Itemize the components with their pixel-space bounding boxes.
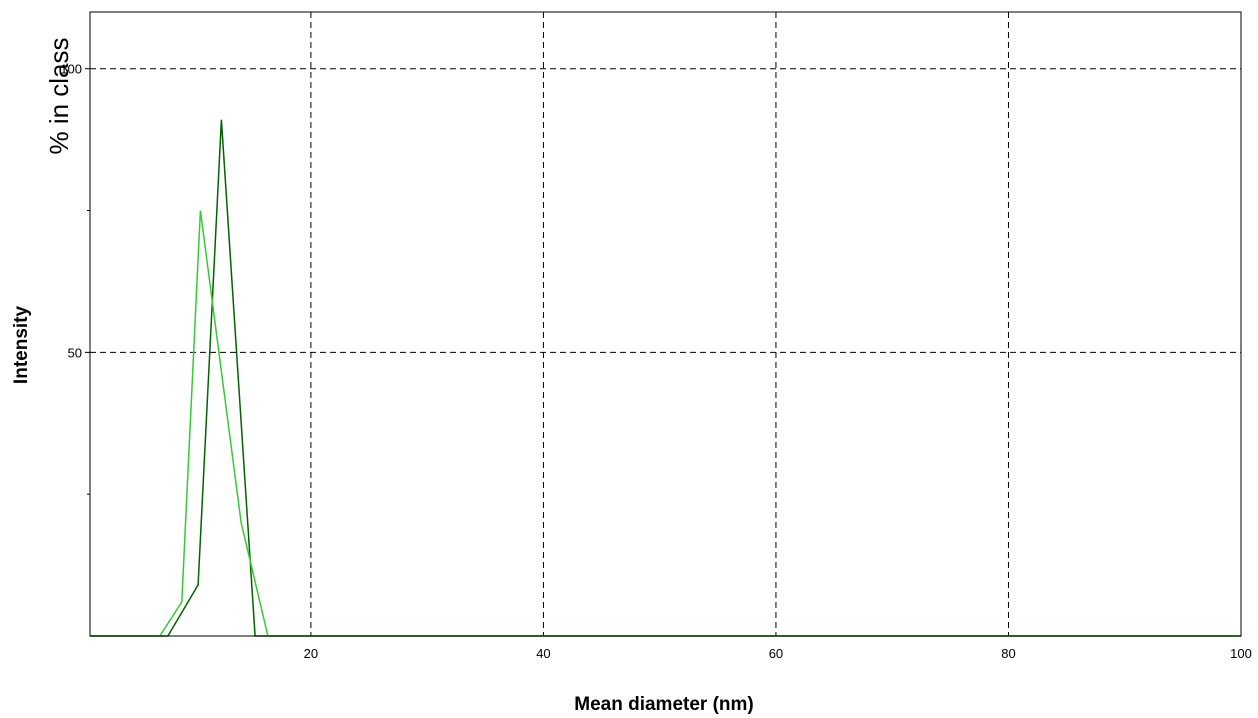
y-axis-title: Intensity [11,306,32,385]
x-tick-label: 40 [536,646,550,661]
grid-lines [90,12,1241,636]
x-tick-label: 100 [1230,646,1252,661]
x-tick-label: 80 [1001,646,1015,661]
x-tick-label: 60 [769,646,783,661]
x-tick-label: 20 [304,646,318,661]
data-series [90,119,1241,637]
series-line-2 [90,210,1241,637]
y-unit-label: % in class [44,37,74,154]
y-tick-label: 100 [60,62,82,77]
y-tick-label: 50 [68,345,82,360]
y-axis-ticks [85,68,90,495]
y-tick-labels: 50 100 [60,62,82,361]
x-tick-labels: 20 40 60 80 100 [304,646,1252,661]
series-line-1 [90,119,1241,637]
plot-frame [89,11,1242,637]
x-axis-title: Mean diameter (nm) [574,694,753,715]
